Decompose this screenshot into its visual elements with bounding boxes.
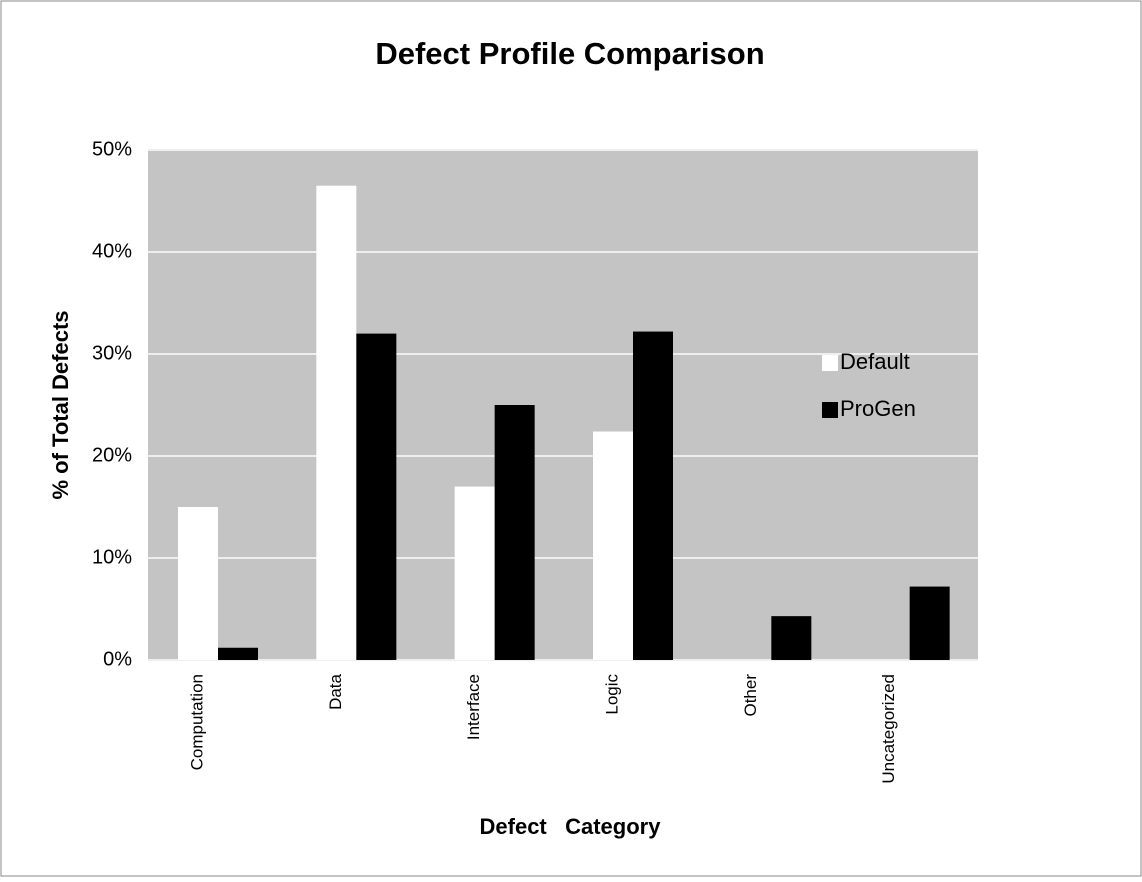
bar xyxy=(494,405,535,660)
bar xyxy=(454,486,495,660)
y-tick-label: 20% xyxy=(92,444,132,466)
legend-swatch xyxy=(822,355,838,371)
bar xyxy=(593,431,633,660)
legend-label: ProGen xyxy=(840,396,916,421)
x-tick-label: Data xyxy=(326,673,345,709)
y-tick-label: 50% xyxy=(92,138,132,160)
legend-swatch xyxy=(822,402,838,418)
x-tick-label: Computation xyxy=(187,674,206,770)
y-tick-label: 30% xyxy=(92,342,132,364)
y-axis-label: % of Total Defects xyxy=(48,310,73,499)
y-tick-label: 0% xyxy=(103,648,132,670)
bar xyxy=(316,185,357,660)
x-tick-label: Other xyxy=(741,674,760,717)
bar xyxy=(356,333,397,660)
y-tick-label: 10% xyxy=(92,546,132,568)
bar xyxy=(218,647,258,660)
x-tick-label: Uncategorized xyxy=(879,674,898,784)
x-axis-label: Defect Category xyxy=(480,814,662,839)
y-tick-label: 40% xyxy=(92,240,132,262)
legend-label: Default xyxy=(840,349,910,374)
x-tick-label: Interface xyxy=(464,674,483,740)
x-tick-label: Logic xyxy=(602,674,621,715)
bar xyxy=(909,586,950,660)
bar xyxy=(771,616,812,660)
bar xyxy=(178,507,218,660)
plot-area xyxy=(148,150,978,660)
chart-title: Defect Profile Comparison xyxy=(375,36,764,71)
bar xyxy=(633,331,673,660)
